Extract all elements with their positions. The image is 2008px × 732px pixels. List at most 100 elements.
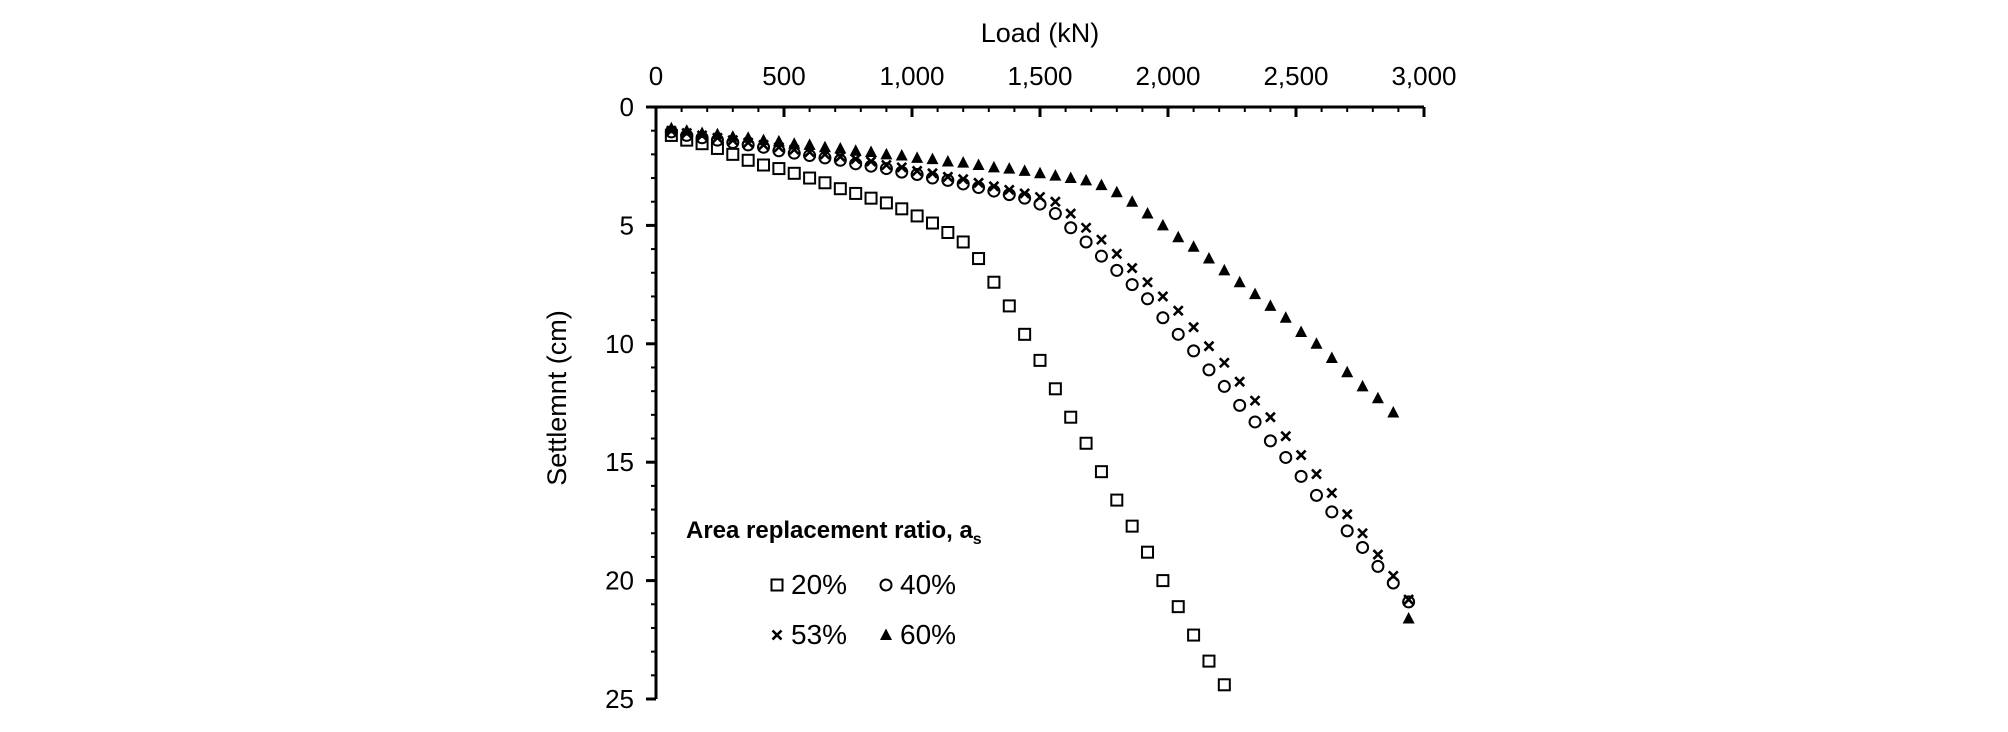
data-point (803, 171, 817, 185)
data-point (957, 156, 970, 168)
legend-marker (770, 578, 784, 592)
legend-label: 20% (791, 569, 847, 600)
data-point (1156, 218, 1169, 231)
data-point (1064, 410, 1078, 424)
data-point (1065, 208, 1077, 219)
data-point (1280, 430, 1292, 442)
legend-marker (880, 628, 892, 640)
data-point (850, 153, 862, 165)
x-axis-title: Load (kN) (981, 18, 1100, 48)
data-point (1126, 262, 1138, 274)
data-point (1203, 340, 1215, 352)
data-point (895, 202, 909, 216)
legend-entries: 20% 40% 53% 60% (770, 569, 956, 650)
data-point (1049, 196, 1061, 208)
data-point (1309, 488, 1323, 502)
data-point (879, 196, 893, 210)
data-point (1371, 391, 1384, 404)
data-point (879, 162, 893, 176)
data-point (1003, 184, 1015, 196)
y-tick-label: 5 (620, 210, 634, 240)
data-point (1110, 263, 1124, 277)
data-point (833, 182, 847, 196)
data-point (665, 121, 678, 134)
data-point (865, 156, 877, 167)
data-point (1248, 415, 1262, 429)
data-point (1049, 169, 1062, 181)
legend-title-main: Area replacement ratio, a (686, 517, 973, 544)
data-point (1094, 465, 1108, 479)
data-point (956, 235, 970, 249)
data-point (987, 160, 1000, 173)
data-point (910, 167, 924, 181)
data-point (772, 162, 786, 176)
data-point (726, 147, 740, 161)
data-point (911, 165, 923, 177)
data-point (987, 275, 1001, 289)
data-point (1171, 600, 1185, 614)
data-point (1341, 365, 1354, 378)
data-point (742, 131, 755, 143)
data-point (833, 153, 847, 167)
y-axis-title: Settlemnt (cm) (542, 310, 572, 486)
x-tick-label: 2,500 (1263, 61, 1328, 91)
data-point (1249, 287, 1262, 300)
data-point (818, 140, 831, 153)
data-point (1125, 278, 1139, 292)
x-ticks: 0 500 1,000 1,500 2,000 2,500 3,000 (649, 61, 1457, 117)
data-point (1096, 234, 1107, 246)
data-point (696, 126, 709, 139)
data-point (1188, 321, 1200, 333)
data-point (1263, 434, 1277, 448)
data-point (1279, 311, 1292, 323)
data-point (1110, 185, 1123, 198)
data-point (1217, 678, 1231, 692)
data-point (1294, 469, 1308, 483)
data-point (1218, 357, 1230, 369)
x-tick-label: 3,000 (1391, 61, 1456, 91)
data-point (1157, 291, 1169, 302)
data-point (1402, 595, 1416, 609)
legend-marker (879, 578, 893, 592)
x-tick-label: 2,000 (1135, 61, 1200, 91)
data-point (911, 151, 924, 163)
data-point (880, 147, 893, 160)
y-ticks: 0 5 10 15 20 25 (605, 92, 656, 714)
data-point (926, 152, 939, 165)
data-point (973, 177, 984, 189)
y-tick-label: 15 (605, 447, 634, 477)
data-point (1111, 248, 1123, 260)
data-point (1279, 450, 1293, 464)
data-point (803, 149, 817, 163)
data-point (1018, 327, 1032, 341)
data-point (941, 226, 955, 240)
data-point (1202, 654, 1216, 668)
legend-label: 60% (900, 619, 956, 650)
data-point (1064, 221, 1078, 235)
data-point (1080, 222, 1092, 234)
data-point (1079, 436, 1093, 450)
data-point (1325, 351, 1338, 364)
plot-marks (664, 121, 1416, 692)
axes: 0 500 1,000 1,500 2,000 2,500 3,000 0 5 10 15 20 25 (605, 61, 1456, 714)
data-point (1034, 166, 1046, 179)
data-point (1357, 527, 1368, 539)
x-tick-label: 1,000 (879, 61, 944, 91)
data-point (1094, 249, 1108, 263)
data-point (972, 158, 985, 171)
data-point (1356, 379, 1369, 392)
data-point (1172, 230, 1185, 243)
legend-title-subscript: s (973, 531, 982, 548)
data-point (1264, 411, 1276, 423)
data-point (1218, 263, 1231, 276)
data-point (864, 191, 878, 205)
data-point (726, 130, 739, 142)
data-point (1064, 171, 1077, 184)
data-point (1125, 519, 1139, 533)
data-point (941, 173, 955, 187)
y-tick-label: 0 (620, 92, 634, 122)
data-point (1110, 493, 1124, 507)
data-point (849, 144, 862, 156)
data-point (1295, 449, 1307, 461)
data-point (1326, 487, 1338, 499)
